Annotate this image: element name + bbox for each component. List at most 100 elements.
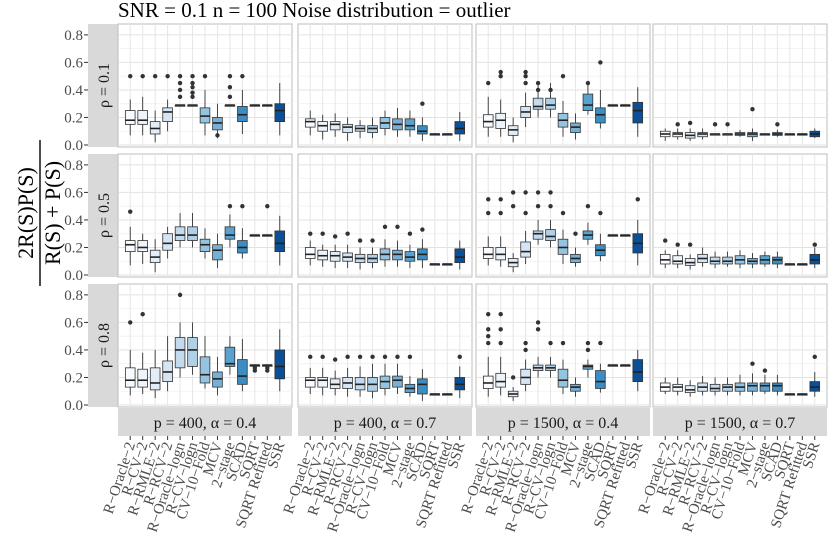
outlier-point [395,224,400,230]
outlier-point [486,340,491,346]
outlier-point [370,354,375,360]
outlier-point [635,197,640,202]
outlier-point [812,354,817,360]
box [212,244,223,261]
box [672,255,683,265]
outlier-point [227,84,233,90]
y-axis-label-numerator: 2R(S)P(S) [13,167,38,259]
box [304,377,316,388]
box [274,103,286,122]
outlier-point [560,340,566,346]
facet-panel [652,153,828,278]
outlier-point [140,73,145,79]
outlier-point [177,94,183,100]
y-axis-label: 2R(S)P(S) R(S) + P(S) [13,140,65,286]
row-strip-label: ρ = 0.1 [96,63,113,108]
box [404,118,416,131]
outlier-point [498,69,503,75]
box [329,121,341,131]
outlier-point [598,60,603,65]
y-tick-label: 0.8 [64,28,83,44]
box [124,110,136,125]
outlier-point [585,340,591,346]
outlier-point [523,69,528,75]
outlier-point [598,340,603,346]
outlier-point [486,197,491,202]
box [174,226,186,241]
row-strip [88,154,118,277]
y-tick-label: 0.2 [64,370,83,386]
outlier-point [535,203,541,209]
outlier-point [498,311,503,317]
outlier-point [190,84,195,90]
outlier-point [357,354,363,360]
outlier-point [498,340,503,346]
row-strip-label: ρ = 0.5 [96,193,113,238]
outlier-point [332,234,338,239]
facet-panel [117,23,293,148]
outlier-point [523,210,528,216]
outlier-point [177,80,183,86]
box [772,382,783,392]
box [304,118,316,128]
outlier-point [265,203,270,209]
outlier-point [498,210,503,216]
outlier-point [687,120,693,126]
y-tick-label: 0.0 [64,138,83,154]
outlier-point [165,73,170,79]
outlier-point [128,73,133,79]
outlier-point [190,73,195,79]
outlier-point [320,231,325,236]
outlier-point [498,73,503,79]
row-strip-label: ρ = 0.8 [96,323,113,368]
outlier-point [357,238,363,243]
box [162,233,173,251]
outlier-point [190,90,195,95]
outlier-point [486,311,491,317]
outlier-point [486,333,491,339]
outlier-point [140,311,145,317]
box [137,110,148,125]
outlier-point [370,238,375,243]
outlier-point [152,73,158,79]
box [759,382,771,392]
box [545,229,556,241]
outlier-point [345,231,350,236]
outlier-point [457,354,462,360]
outlier-point [395,354,400,360]
outlier-point [240,73,245,79]
outlier-point [573,231,578,236]
box [747,382,758,392]
outlier-point [215,133,220,138]
outlier-point [687,242,693,247]
column-strip-label: p = 400, α = 0.4 [154,415,256,432]
column-strip [298,408,472,436]
box [187,337,198,367]
outlier-point [177,292,183,298]
outlier-point [252,365,258,371]
facet-panel [297,153,473,278]
outlier-point [128,209,133,214]
y-tick-label: 0.2 [64,240,83,256]
facet-panel [475,283,651,408]
column-strip-label: p = 1500, α = 0.7 [685,415,795,432]
outlier-point [498,327,503,332]
column-strip [653,408,827,436]
box [187,226,198,241]
box [417,378,428,395]
outlier-point [332,357,338,362]
outlier-point [382,354,388,360]
box [137,240,148,253]
box [124,240,136,253]
outlier-point [762,368,768,373]
facet-panel [117,283,293,408]
box [124,367,136,388]
outlier-point [382,224,388,230]
y-tick-label: 0.2 [64,110,83,126]
outlier-point [128,320,133,325]
outlier-point [585,80,591,86]
outlier-point [202,73,208,79]
outlier-point [227,94,233,100]
outlier-point [535,80,541,86]
row-strip [88,284,118,407]
